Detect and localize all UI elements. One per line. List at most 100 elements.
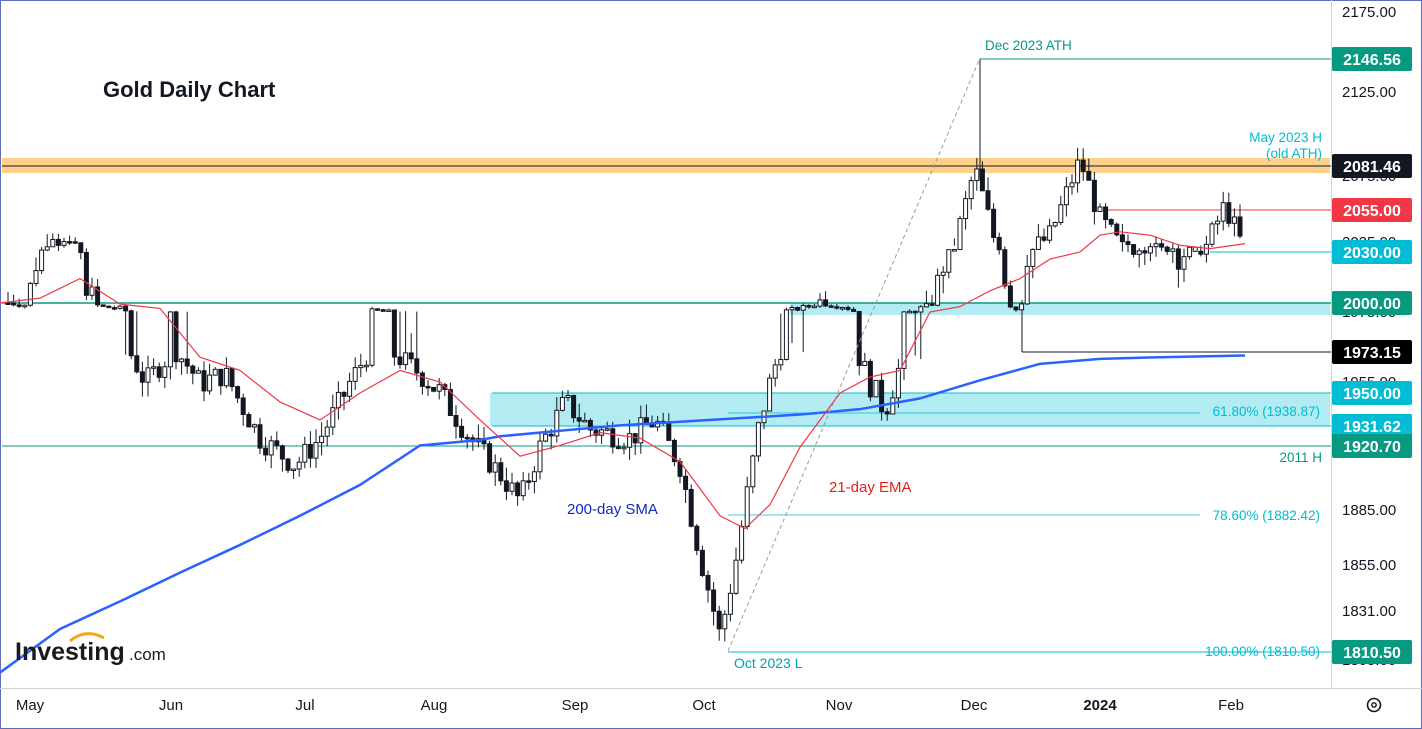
candle-up <box>1035 236 1041 250</box>
logo-suffix: .com <box>129 645 166 664</box>
candle-up <box>151 366 157 369</box>
candle-up <box>739 526 745 561</box>
candle-down <box>380 309 386 312</box>
candle-down <box>235 386 241 399</box>
candle-down <box>447 388 453 417</box>
sma-annotation: 200-day SMA <box>567 501 658 518</box>
candle-down <box>83 251 89 296</box>
candle-down <box>1086 170 1092 181</box>
candle-up <box>1097 206 1103 212</box>
may-high-label-line2: (old ATH) <box>1266 146 1322 161</box>
candle-up <box>940 271 946 276</box>
candle-down <box>55 238 61 246</box>
price-tick-label: 1855.00 <box>1342 557 1396 574</box>
candle-up <box>358 364 364 369</box>
candle-up <box>61 241 67 246</box>
candle-up <box>1181 256 1187 270</box>
price-tag-bg <box>1332 414 1412 438</box>
candle-down <box>263 447 269 456</box>
candle-up <box>957 218 963 251</box>
candle-down <box>1108 219 1114 225</box>
candle-up <box>811 305 817 309</box>
time-tick-label: 2024 <box>1083 697 1117 714</box>
candle-up <box>1215 220 1221 225</box>
candle-down <box>307 443 313 459</box>
candle-down <box>576 417 582 422</box>
chart-title: Gold Daily Chart <box>103 77 276 102</box>
candle-up <box>162 366 168 378</box>
candle-up <box>862 360 868 366</box>
candle-down <box>190 365 196 374</box>
time-tick-label: Feb <box>1218 697 1244 714</box>
candle-down <box>414 358 420 374</box>
candle-up <box>963 198 969 220</box>
price-tag-label: 2055.00 <box>1343 203 1401 220</box>
candle-down <box>884 411 890 415</box>
candle-up <box>509 482 515 492</box>
candle-down <box>431 386 437 392</box>
candle-up <box>1024 265 1030 305</box>
level-lines <box>2 58 1331 653</box>
ema-21-line <box>0 231 1246 530</box>
candle-up <box>319 435 325 444</box>
candle-down <box>1159 243 1165 248</box>
candle-down <box>806 304 812 308</box>
candle-up <box>890 397 896 415</box>
oct-low-annotation: Oct 2023 L <box>734 655 803 671</box>
candle-up <box>817 299 823 307</box>
candle-up <box>1187 246 1193 258</box>
price-tag-label: 1810.50 <box>1343 645 1401 662</box>
candle-down <box>274 440 280 447</box>
candle-up <box>1220 202 1226 222</box>
candle-down <box>996 236 1002 251</box>
candle-up <box>27 282 33 306</box>
time-tick-label: Dec <box>961 697 988 714</box>
candle-up <box>974 168 980 182</box>
price-tag-label: 1920.70 <box>1343 439 1401 456</box>
candle-down <box>587 419 593 431</box>
candle-up <box>39 249 45 272</box>
candle-down <box>5 302 11 305</box>
candle-up <box>604 428 610 431</box>
candle-up <box>520 480 526 497</box>
price-tick-label: 1885.00 <box>1342 502 1396 519</box>
candle-down <box>1198 250 1204 255</box>
price-tag-label: 2081.46 <box>1343 159 1401 176</box>
candle-up <box>223 367 229 387</box>
time-tick-label: Jul <box>295 697 314 714</box>
candle-down <box>341 391 347 397</box>
support-zone-1950 <box>490 393 1330 426</box>
candle-up <box>789 306 795 311</box>
gear-icon[interactable] <box>1366 697 1382 713</box>
candle-up <box>783 309 789 360</box>
price-tag-label: 2146.56 <box>1343 52 1401 69</box>
candle-down <box>879 379 885 413</box>
candle-down <box>459 425 465 438</box>
candle-up <box>330 407 336 428</box>
candle-down <box>397 356 403 366</box>
candle-up <box>436 384 442 392</box>
candle-up <box>212 368 218 376</box>
ema-annotation: 21-day EMA <box>829 479 912 496</box>
candle-up <box>195 370 201 374</box>
candle-down <box>100 304 106 307</box>
time-tick-label: Oct <box>692 697 716 714</box>
candle-up <box>1192 246 1198 252</box>
candle-down <box>498 462 504 482</box>
candle-up <box>335 391 341 409</box>
price-tag-bg <box>1332 198 1412 222</box>
candle-up <box>1153 243 1159 248</box>
candle-down <box>123 305 129 312</box>
candle-down <box>716 610 722 630</box>
candle-down <box>526 480 532 483</box>
price-tag: 2146.56 <box>1332 47 1412 71</box>
candle-down <box>666 422 672 441</box>
candle-up <box>733 559 739 594</box>
candle-down <box>16 304 22 307</box>
candle-down <box>1114 223 1120 236</box>
candle-up <box>117 305 123 309</box>
candle-down <box>279 445 285 460</box>
candle-down <box>72 241 78 244</box>
